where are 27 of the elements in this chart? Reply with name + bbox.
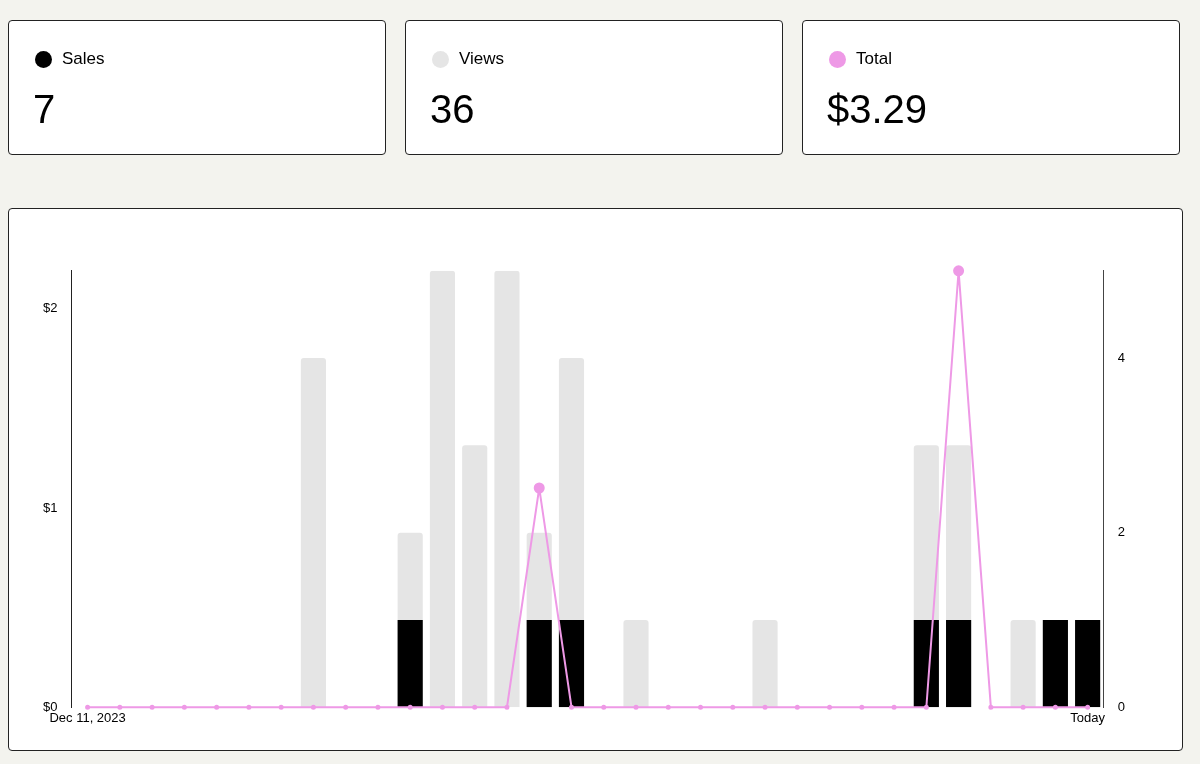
y2-tick-label: 4 bbox=[1117, 349, 1125, 365]
y2-tick-label: 2 bbox=[1117, 524, 1125, 540]
y-tick-label: $2 bbox=[42, 300, 58, 316]
bar bbox=[300, 358, 326, 708]
bar bbox=[946, 619, 972, 708]
bar bbox=[397, 619, 423, 708]
text: Total bbox=[856, 49, 892, 69]
text: 36 bbox=[430, 87, 475, 132]
bar bbox=[1075, 619, 1101, 708]
bar bbox=[462, 445, 488, 708]
y2-tick-label: 0 bbox=[1117, 698, 1125, 714]
text: 7 bbox=[33, 87, 56, 132]
bar bbox=[1042, 619, 1068, 708]
bar bbox=[913, 619, 939, 708]
bar bbox=[494, 270, 520, 708]
y-tick-label: $0 bbox=[42, 698, 58, 714]
text: $3.29 bbox=[827, 87, 928, 132]
y-tick-label: $1 bbox=[42, 499, 58, 515]
text: Views bbox=[459, 49, 505, 69]
bar bbox=[429, 270, 456, 708]
bar bbox=[1010, 619, 1036, 708]
bar bbox=[623, 619, 649, 708]
bar bbox=[526, 619, 552, 708]
x-tick-label: Today bbox=[1070, 709, 1106, 725]
text: Sales bbox=[62, 49, 105, 69]
bar bbox=[558, 619, 585, 708]
bar bbox=[752, 619, 778, 708]
